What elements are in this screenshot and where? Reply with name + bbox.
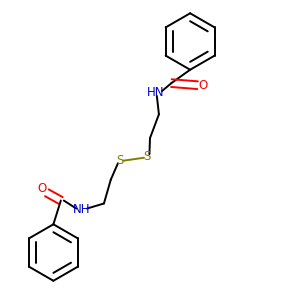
Text: O: O <box>198 79 208 92</box>
Text: S: S <box>143 150 151 163</box>
Text: HN: HN <box>147 85 164 98</box>
Text: O: O <box>37 182 46 195</box>
Text: NH: NH <box>73 203 90 216</box>
Text: S: S <box>117 154 124 167</box>
